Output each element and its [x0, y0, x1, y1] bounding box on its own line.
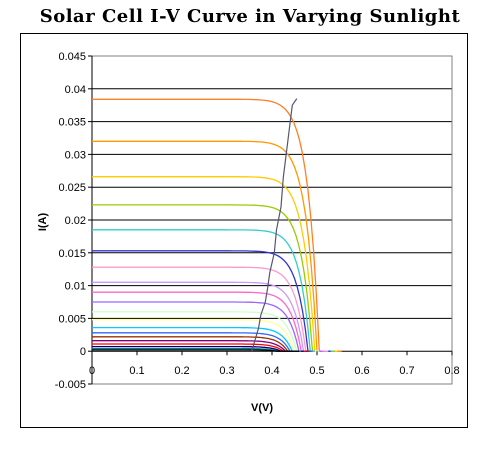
chart-title: Solar Cell I-V Curve in Varying Sunlight: [39, 6, 461, 27]
iv-curve-13: [92, 326, 315, 352]
iv-curve-14: [92, 332, 313, 352]
series-group: [92, 98, 342, 352]
iv-curve-2: [92, 140, 340, 352]
max-power-line: [251, 98, 298, 352]
x-tick-label: 0.8: [444, 365, 459, 377]
iv-curve-1: [92, 98, 342, 352]
iv-curve-8: [92, 281, 326, 352]
iv-curve-12: [92, 319, 317, 352]
y-tick-label: 0: [80, 346, 86, 358]
iv-curve-3: [92, 176, 338, 352]
x-tick-label: 0.3: [219, 365, 234, 377]
y-tick-label: 0.025: [58, 182, 86, 194]
x-axis-label: V(V): [251, 402, 273, 414]
x-tick-label: 0.5: [309, 365, 324, 377]
iv-curve-15: [92, 336, 311, 352]
y-tick-label: 0.045: [58, 51, 86, 63]
x-tick-label: 0.1: [129, 365, 144, 377]
x-tick-label: 0.4: [264, 365, 279, 377]
y-tick-label: 0.015: [58, 248, 86, 260]
x-tick-label: 0.6: [354, 365, 369, 377]
iv-curve-19: [92, 347, 302, 352]
tick-labels: 0 0.1 0.2 0.3 0.4 0.5 0.6 0.7 0.8-0.00500.0050.0…: [55, 51, 460, 391]
y-tick-label: 0.035: [58, 117, 86, 129]
x-tick-label: 0.7: [399, 365, 414, 377]
x-tick-label: 0.2: [174, 365, 189, 377]
x-tick-label: 0: [89, 365, 95, 377]
iv-curve-10: [92, 301, 322, 352]
iv-curve-11: [92, 311, 320, 352]
y-tick-label: 0.04: [65, 84, 86, 96]
iv-curve-9: [92, 291, 324, 352]
iv-curve-18: [92, 345, 304, 352]
y-tick-label: 0.01: [65, 281, 86, 293]
gridlines: [92, 55, 452, 319]
y-tick-label: 0.005: [58, 313, 86, 325]
iv-curve-20: [92, 349, 299, 352]
y-tick-label: -0.005: [55, 379, 86, 391]
y-axis-label: I(A): [37, 213, 49, 232]
iv-curve-7: [92, 266, 329, 352]
iv-curve-4: [92, 204, 335, 352]
y-tick-label: 0.02: [65, 215, 86, 227]
y-tick-label: 0.03: [65, 149, 86, 161]
